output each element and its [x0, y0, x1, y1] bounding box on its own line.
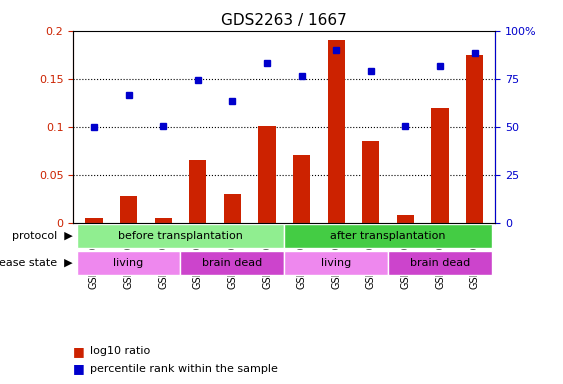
Bar: [466, 55, 483, 223]
Bar: [328, 40, 345, 223]
Text: percentile rank within the sample: percentile rank within the sample: [90, 364, 278, 374]
Text: protocol  ▶: protocol ▶: [12, 231, 73, 241]
Text: ■: ■: [73, 345, 85, 358]
Text: living: living: [113, 258, 144, 268]
Text: living: living: [321, 258, 351, 268]
Bar: [86, 218, 102, 223]
FancyBboxPatch shape: [77, 224, 284, 248]
FancyBboxPatch shape: [284, 224, 492, 248]
Bar: [362, 141, 379, 223]
Text: brain dead: brain dead: [202, 258, 262, 268]
FancyBboxPatch shape: [181, 251, 284, 275]
Bar: [431, 108, 449, 223]
Bar: [224, 194, 241, 223]
Bar: [258, 126, 276, 223]
FancyBboxPatch shape: [77, 251, 181, 275]
Text: disease state  ▶: disease state ▶: [0, 258, 73, 268]
Bar: [397, 215, 414, 223]
Text: ■: ■: [73, 362, 85, 375]
Text: before transplantation: before transplantation: [118, 231, 243, 241]
Text: brain dead: brain dead: [410, 258, 470, 268]
Text: after transplantation: after transplantation: [330, 231, 446, 241]
FancyBboxPatch shape: [284, 251, 388, 275]
FancyBboxPatch shape: [388, 251, 492, 275]
Bar: [120, 196, 137, 223]
Bar: [293, 154, 310, 223]
Title: GDS2263 / 1667: GDS2263 / 1667: [221, 13, 347, 28]
Bar: [154, 218, 172, 223]
Text: log10 ratio: log10 ratio: [90, 346, 150, 356]
Bar: [189, 161, 207, 223]
